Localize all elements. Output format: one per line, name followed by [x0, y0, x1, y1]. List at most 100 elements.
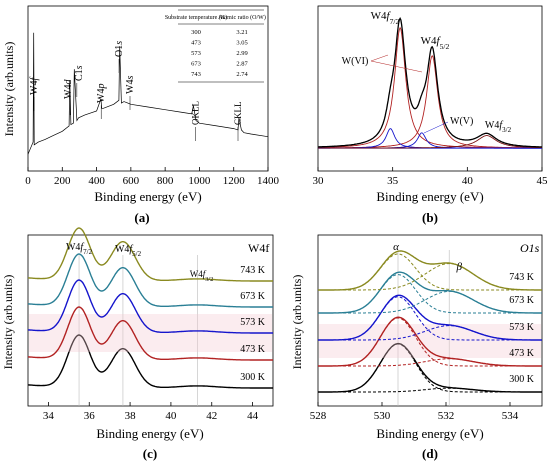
panel-d-series-label-0: 300 K — [509, 374, 535, 385]
panel-d-x-tick-label-532: 532 — [438, 410, 455, 422]
panel-d-series-4-beta-fit — [318, 263, 542, 291]
panel-c-x-tick-label-40: 40 — [165, 410, 177, 422]
panel-a-peak-label-0: W4f — [29, 77, 40, 95]
panel-a-peak-label-3: W4p — [96, 84, 107, 103]
panel-b-peak-labels: W4f7/2 W4f5/2 W(VI) W(V) W4f3/2 — [342, 10, 512, 134]
panel-d-spectra: 300 K 473 K 573 K 673 K 743 K — [318, 250, 542, 393]
panel-a-table-ratio-2: 2.99 — [236, 50, 247, 57]
panel-d-x-ticks: 528 530 532 534 — [310, 402, 519, 422]
panel-b-x-tick-label-45: 45 — [537, 175, 549, 187]
panel-c-spectra: 300 K 473 K 573 K 673 K 743 K — [28, 227, 273, 389]
panel-d: 528 530 532 534 300 K 473 K 573 K 673 K 743 K α… — [290, 234, 543, 461]
panel-b-label-wvi: W(VI) — [342, 56, 369, 67]
panel-a-table-header-1: Atomic ratio (O/W) — [218, 14, 266, 21]
panel-b-leader-wvi-2 — [370, 60, 423, 73]
panel-c-series-label-3: 673 K — [240, 291, 266, 302]
panel-a-x-tick-label-400: 400 — [88, 175, 105, 187]
panel-d-x-tick-label-530: 530 — [374, 410, 391, 422]
panel-a-survey-spectrum — [27, 32, 269, 155]
panel-a-table-temp-2: 573 — [191, 50, 201, 57]
panel-c-x-tick-label-36: 36 — [84, 410, 96, 422]
panel-c-series-1 — [28, 306, 273, 361]
panel-a-table-temp-0: 300 — [191, 29, 201, 36]
panel-d-corner: O1s — [520, 241, 540, 255]
panel-d-ylabel: Intensity (arb.units) — [290, 275, 304, 370]
panel-a-table-ratio-0: 3.21 — [236, 29, 247, 36]
panel-c-series-label-2: 573 K — [240, 317, 266, 328]
panel-a-x-tick-label-600: 600 — [123, 175, 140, 187]
panel-c-series-label-1: 473 K — [240, 344, 266, 355]
panel-a-x-ticks: 0 200 400 600 800 1000 1200 1400 — [25, 167, 280, 187]
panel-b-x-tick-label-30: 30 — [313, 175, 325, 187]
panel-b-label-wv: W(V) — [450, 116, 473, 127]
panel-d-peak-guides — [397, 250, 450, 406]
panel-c-x-tick-label-44: 44 — [247, 410, 259, 422]
panel-a-table-ratio-3: 2.87 — [236, 61, 248, 68]
panel-b-envelope — [318, 17, 543, 148]
panel-d-series-label-4: 743 K — [509, 272, 535, 283]
panel-a-label: (a) — [134, 210, 149, 225]
panel-b-label: (b) — [422, 210, 438, 225]
panel-a-x-tick-label-0: 0 — [25, 175, 31, 187]
panel-d-highlight-473 — [319, 324, 541, 358]
panel-a-peak-label-6: OKLL — [191, 101, 201, 125]
panel-d-label-alpha: α — [393, 241, 399, 253]
panel-d-series-3 — [318, 271, 542, 314]
panel-c-series-4 — [28, 227, 273, 282]
panel-a-table-temp-3: 673 — [191, 61, 201, 68]
panel-a-peak-label-4: O1s — [114, 41, 125, 57]
panel-c-labels: W4f7/2 W4f5/2 W4f3/2 — [66, 242, 213, 283]
panel-d-series-4 — [318, 250, 542, 291]
panel-b-label-w4f52: W4f5/2 — [421, 35, 450, 51]
panel-d-series-label-1: 473 K — [509, 348, 535, 359]
panel-d-series-0 — [318, 342, 542, 393]
panel-d-series-3-beta-fit — [318, 290, 542, 314]
panel-d-series-1 — [318, 316, 542, 367]
panel-c-label-w4f32: W4f3/2 — [190, 269, 214, 283]
panel-c: 34 36 38 40 42 44 300 K 473 K 573 K 673 K 743 K W… — [1, 227, 274, 461]
panel-b-xlabel: Binding energy (eV) — [376, 189, 483, 204]
panel-d-label: (d) — [422, 446, 438, 461]
panel-a-ylabel: Intensity (arb.units) — [2, 42, 16, 137]
panel-a-inset-table: Substrate temperature (K)Atomic ratio (O… — [165, 9, 266, 83]
panel-b-x-tick-label-40: 40 — [462, 175, 474, 187]
panel-c-x-ticks: 34 36 38 40 42 44 — [43, 402, 259, 422]
panel-b-label-w4f72: W4f7/2 — [371, 10, 400, 26]
panel-d-labels: αβ — [393, 241, 462, 273]
panel-b-component-0-peak-1 — [318, 55, 542, 149]
panel-c-ylabel: Intensity (arb.units) — [1, 275, 15, 370]
panel-d-series-2 — [318, 294, 542, 341]
panel-b-x-tick-label-35: 35 — [387, 175, 399, 187]
panel-a-x-tick-label-200: 200 — [54, 175, 71, 187]
panel-d-label-beta: β — [455, 261, 462, 273]
panel-c-frame — [27, 234, 274, 407]
panel-d-x-tick-label-534: 534 — [502, 410, 519, 422]
panel-c-x-tick-label-42: 42 — [206, 410, 217, 422]
panel-a-x-tick-label-1400: 1400 — [257, 175, 280, 187]
panel-d-series-label-3: 673 K — [509, 295, 535, 306]
panel-c-xlabel: Binding energy (eV) — [96, 426, 203, 441]
panel-b-component-2-peak-0 — [318, 135, 542, 149]
panel-a-table-ratio-4: 2.74 — [236, 71, 248, 78]
panel-b-fit-curves — [318, 17, 543, 149]
panel-a-peak-label-5: W4s — [125, 76, 136, 94]
panel-d-frame — [317, 234, 543, 407]
panel-a-xlabel: Binding energy (eV) — [94, 189, 201, 204]
panel-b-label-w4f32: W4f3/2 — [485, 120, 512, 134]
panel-a-table-temp-1: 473 — [191, 40, 201, 47]
panel-c-x-tick-label-34: 34 — [43, 410, 55, 422]
panel-a-peak-label-7: CKLL — [233, 102, 243, 126]
panel-c-series-2 — [28, 279, 273, 334]
panel-b-x-ticks: 30 35 40 45 — [313, 167, 549, 187]
panel-a-table-ratio-1: 3.05 — [236, 40, 247, 47]
panel-c-label: (c) — [143, 446, 157, 461]
panel-c-series-label-0: 300 K — [240, 372, 266, 383]
panel-a-peak-leaders — [33, 59, 239, 141]
panel-a-peak-label-1: W4d — [63, 79, 74, 99]
panel-c-x-tick-label-38: 38 — [125, 410, 137, 422]
panel-b-leader-wv — [423, 121, 449, 134]
panel-a-x-tick-label-1000: 1000 — [188, 175, 211, 187]
